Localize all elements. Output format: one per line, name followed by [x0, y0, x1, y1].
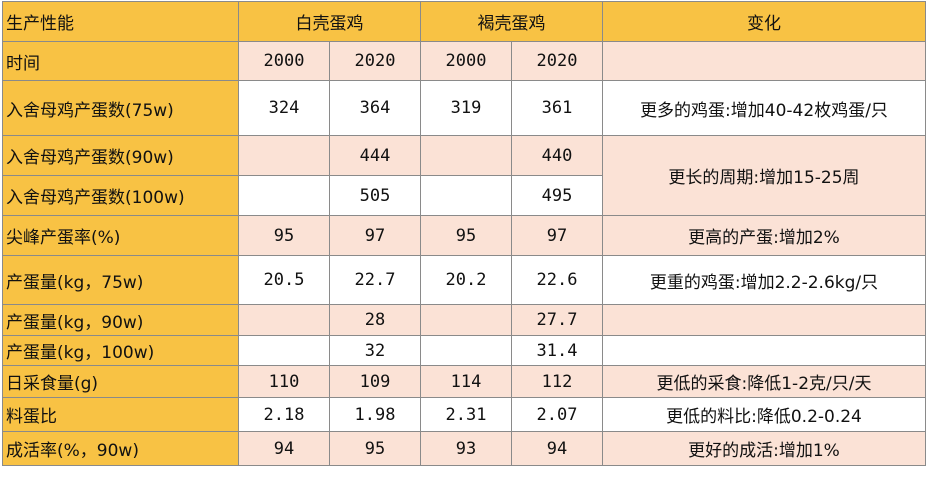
row-label: 产蛋量(kg，75w) [2, 255, 239, 305]
value-cell [420, 135, 512, 176]
table-row: 产蛋量(kg，90w) 28 27.7 [2, 304, 926, 336]
value-cell: 114 [420, 365, 512, 398]
change-note [602, 41, 926, 81]
value-cell: 95 [329, 431, 421, 466]
value-cell: 32 [329, 335, 421, 366]
year-cell: 2000 [420, 41, 512, 81]
header-change: 变化 [602, 1, 926, 42]
table-row: 尖峰产蛋率(%) 95 97 95 97 更高的产蛋:增加2% [2, 215, 926, 256]
row-label: 产蛋量(kg，100w) [2, 335, 239, 366]
change-note: 更好的成活:增加1% [602, 431, 926, 466]
value-cell: 361 [511, 80, 603, 136]
row-label: 入舍母鸡产蛋数(75w) [2, 80, 239, 136]
value-cell: 2.18 [238, 397, 330, 432]
header-white-shell-layer: 白壳蛋鸡 [238, 1, 421, 42]
row-label: 入舍母鸡产蛋数(90w) [2, 135, 239, 176]
value-cell: 22.7 [329, 255, 421, 305]
value-cell: 444 [329, 135, 421, 176]
row-label: 尖峰产蛋率(%) [2, 215, 239, 256]
value-cell: 31.4 [511, 335, 603, 366]
value-cell [238, 135, 330, 176]
value-cell: 1.98 [329, 397, 421, 432]
row-label: 日采食量(g) [2, 365, 239, 398]
value-cell: 20.5 [238, 255, 330, 305]
value-cell: 20.2 [420, 255, 512, 305]
change-note: 更多的鸡蛋:增加40-42枚鸡蛋/只 [602, 80, 926, 136]
value-cell: 2.07 [511, 397, 603, 432]
year-row: 时间 2000 2020 2000 2020 [2, 41, 926, 81]
table-row: 产蛋量(kg，75w) 20.5 22.7 20.2 22.6 更重的鸡蛋:增加… [2, 255, 926, 305]
value-cell: 2.31 [420, 397, 512, 432]
row-label: 产蛋量(kg，90w) [2, 304, 239, 336]
value-cell [420, 175, 512, 216]
value-cell: 94 [238, 431, 330, 466]
header-performance: 生产性能 [2, 1, 239, 42]
value-cell: 97 [329, 215, 421, 256]
value-cell: 364 [329, 80, 421, 136]
table-row: 成活率(%，90w) 94 95 93 94 更好的成活:增加1% [2, 431, 926, 466]
value-cell: 95 [238, 215, 330, 256]
value-cell: 112 [511, 365, 603, 398]
change-note: 更低的料比:降低0.2-0.24 [602, 397, 926, 432]
value-cell: 319 [420, 80, 512, 136]
change-note: 更低的采食:降低1-2克/只/天 [602, 365, 926, 398]
table-row: 入舍母鸡产蛋数(100w) 505 495 [2, 175, 926, 216]
value-cell: 95 [420, 215, 512, 256]
value-cell: 94 [511, 431, 603, 466]
value-cell: 505 [329, 175, 421, 216]
value-cell: 324 [238, 80, 330, 136]
header-row: 生产性能 白壳蛋鸡 褐壳蛋鸡 变化 [2, 1, 926, 42]
value-cell [420, 335, 512, 366]
change-note [602, 335, 926, 366]
value-cell [238, 304, 330, 336]
value-cell: 495 [511, 175, 603, 216]
value-cell: 109 [329, 365, 421, 398]
table-row: 料蛋比 2.18 1.98 2.31 2.07 更低的料比:降低0.2-0.24 [2, 397, 926, 432]
value-cell: 110 [238, 365, 330, 398]
table-row: 产蛋量(kg，100w) 32 31.4 [2, 335, 926, 366]
change-note: 更高的产蛋:增加2% [602, 215, 926, 256]
header-brown-shell-layer: 褐壳蛋鸡 [420, 1, 603, 42]
value-cell: 440 [511, 135, 603, 176]
year-cell: 2020 [329, 41, 421, 81]
value-cell: 93 [420, 431, 512, 466]
layer-performance-table: 生产性能 白壳蛋鸡 褐壳蛋鸡 变化 时间 2000 2020 2000 2020… [2, 1, 926, 466]
row-label: 成活率(%，90w) [2, 431, 239, 466]
value-cell [238, 175, 330, 216]
row-label: 入舍母鸡产蛋数(100w) [2, 175, 239, 216]
value-cell: 27.7 [511, 304, 603, 336]
change-note: 更长的周期:增加15-25周 [602, 135, 926, 216]
year-cell: 2000 [238, 41, 330, 81]
row-label: 料蛋比 [2, 397, 239, 432]
value-cell [420, 304, 512, 336]
table-row: 入舍母鸡产蛋数(75w) 324 364 319 361 更多的鸡蛋:增加40-… [2, 80, 926, 136]
change-note: 更重的鸡蛋:增加2.2-2.6kg/只 [602, 255, 926, 305]
value-cell: 22.6 [511, 255, 603, 305]
value-cell: 97 [511, 215, 603, 256]
table-row: 日采食量(g) 110 109 114 112 更低的采食:降低1-2克/只/天 [2, 365, 926, 398]
change-note [602, 304, 926, 336]
value-cell [238, 335, 330, 366]
row-label: 时间 [2, 41, 239, 81]
value-cell: 28 [329, 304, 421, 336]
year-cell: 2020 [511, 41, 603, 81]
table-row: 入舍母鸡产蛋数(90w) 444 440 更长的周期:增加15-25周 [2, 135, 926, 216]
